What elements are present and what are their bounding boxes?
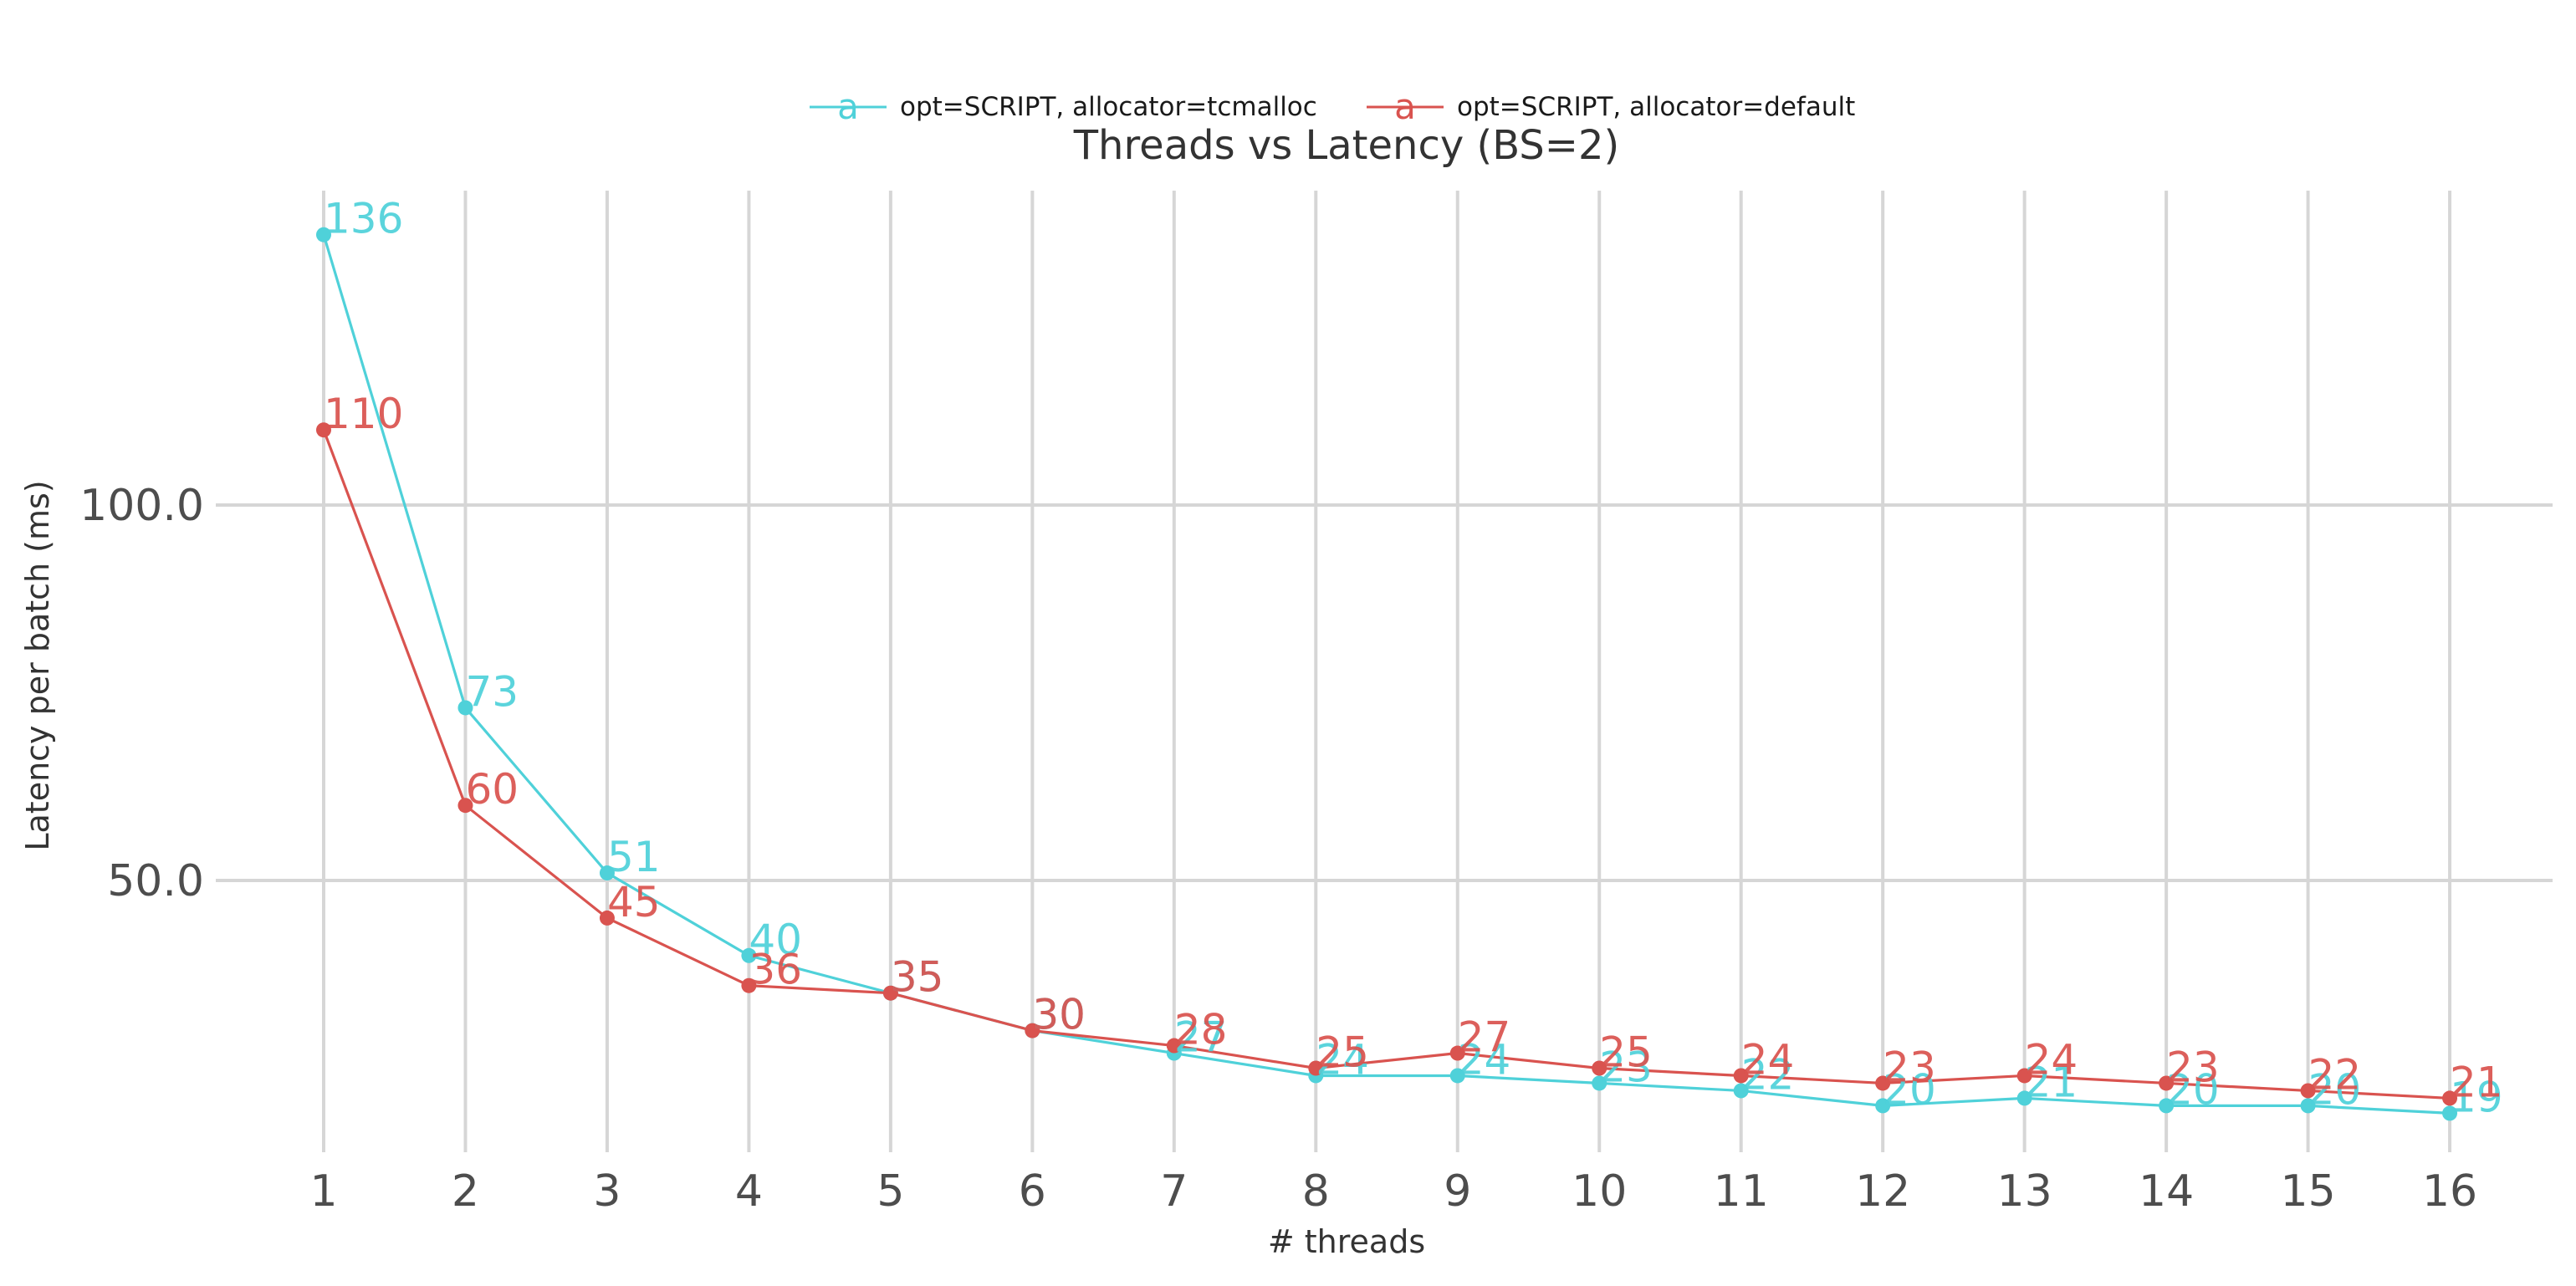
data-label: 25	[1599, 1028, 1653, 1077]
x-tick-label: 1	[309, 1166, 337, 1217]
data-point	[2159, 1098, 2175, 1114]
data-point	[457, 798, 473, 814]
x-tick-label: 12	[1855, 1166, 1910, 1217]
data-label: 21	[2450, 1058, 2503, 1106]
data-point	[1166, 1038, 1182, 1054]
data-label: 30	[1032, 991, 1086, 1039]
series-line	[322, 429, 2451, 1100]
data-point	[741, 977, 757, 993]
data-label: 21	[2025, 1058, 2078, 1106]
data-point	[741, 947, 757, 963]
x-tick-label: 11	[1714, 1166, 1769, 1217]
data-point	[316, 422, 331, 438]
data-label: 36	[749, 946, 802, 994]
legend-item-tcmalloc: a opt=SCRIPT, allocator=tcmalloc	[810, 86, 1317, 127]
data-label: 19	[2450, 1073, 2503, 1121]
data-point	[457, 700, 473, 716]
legend-label: opt=SCRIPT, allocator=default	[1457, 92, 1855, 122]
data-point	[1592, 1060, 1607, 1076]
data-label: 35	[891, 953, 944, 1002]
data-point	[1449, 1068, 1465, 1084]
series	[316, 227, 2458, 1121]
data-point	[599, 865, 615, 881]
data-label: 23	[1599, 1043, 1653, 1091]
data-point	[2442, 1105, 2458, 1121]
data-point	[2300, 1098, 2316, 1114]
series-tcmalloc	[316, 227, 2458, 1121]
y-axis-label: Latency per batch (ms)	[19, 480, 56, 850]
legend-swatch-glyph: a	[1394, 86, 1416, 127]
legend-swatch-glyph: a	[837, 86, 859, 127]
data-label: 20	[2166, 1065, 2220, 1114]
series-default	[316, 422, 2458, 1106]
data-point	[2300, 1083, 2316, 1099]
x-tick-label: 15	[2280, 1166, 2335, 1217]
data-label: 24	[2025, 1035, 2078, 1084]
data-label: 136	[324, 195, 403, 243]
x-tick-label: 10	[1572, 1166, 1627, 1217]
data-point	[882, 985, 898, 1001]
y-tick-label: 100.0	[79, 481, 204, 531]
x-tick-label: 3	[593, 1166, 621, 1217]
x-tick-label: 5	[877, 1166, 904, 1217]
data-point	[1308, 1060, 1324, 1076]
x-tick-label: 14	[2139, 1166, 2194, 1217]
data-point	[2159, 1075, 2175, 1091]
data-point	[1733, 1083, 1749, 1099]
x-tick-label: 13	[1997, 1166, 2052, 1217]
data-label: 27	[1458, 1013, 1511, 1062]
x-tick-label: 4	[735, 1166, 763, 1217]
legend-label: opt=SCRIPT, allocator=tcmalloc	[900, 92, 1317, 122]
data-label: 35	[891, 953, 944, 1002]
data-point	[1875, 1075, 1891, 1091]
data-label: 22	[2308, 1050, 2362, 1099]
x-tick-label: 6	[1019, 1166, 1046, 1217]
data-point	[2016, 1090, 2032, 1106]
legend-item-default: a opt=SCRIPT, allocator=default	[1367, 86, 1855, 127]
data-label: 30	[1032, 991, 1086, 1039]
data-label: 24	[1316, 1035, 1369, 1084]
chart-title: Threads vs Latency (BS=2)	[1073, 122, 1620, 169]
x-tick-label: 8	[1302, 1166, 1330, 1217]
data-label: 28	[1174, 1006, 1228, 1054]
x-axis-label: # threads	[1268, 1223, 1425, 1260]
data-point	[1025, 1023, 1040, 1038]
x-tick-label: 16	[2422, 1166, 2477, 1217]
data-point	[1592, 1075, 1607, 1091]
data-label: 25	[1316, 1028, 1369, 1077]
data-point	[316, 227, 331, 242]
data-point	[599, 910, 615, 926]
data-label: 22	[1741, 1050, 1795, 1099]
data-label: 60	[465, 765, 519, 814]
data-label: 110	[324, 390, 403, 438]
data-point	[1449, 1045, 1465, 1061]
data-point	[1733, 1068, 1749, 1084]
y-tick-label: 50.0	[107, 856, 204, 906]
data-label: 24	[1458, 1035, 1511, 1084]
grid	[216, 191, 2553, 1152]
data-point	[2016, 1068, 2032, 1084]
x-tick-label: 9	[1444, 1166, 1471, 1217]
x-tick-label: 2	[452, 1166, 479, 1217]
data-point	[2442, 1090, 2458, 1106]
series-line	[322, 234, 2451, 1115]
data-label: 51	[607, 833, 661, 881]
data-label: 40	[749, 916, 802, 964]
x-tick-label: 7	[1160, 1166, 1188, 1217]
data-label: 24	[1741, 1035, 1795, 1084]
data-label: 23	[2166, 1043, 2220, 1091]
legend: a opt=SCRIPT, allocator=tcmalloc a opt=S…	[810, 86, 1855, 127]
data-label: 20	[2308, 1065, 2362, 1114]
data-label: 27	[1174, 1013, 1228, 1062]
data-label: 45	[607, 878, 661, 926]
data-label: 73	[465, 667, 519, 716]
data-label: 20	[1883, 1065, 1936, 1114]
data-point	[1875, 1098, 1891, 1114]
data-label: 23	[1883, 1043, 1936, 1091]
